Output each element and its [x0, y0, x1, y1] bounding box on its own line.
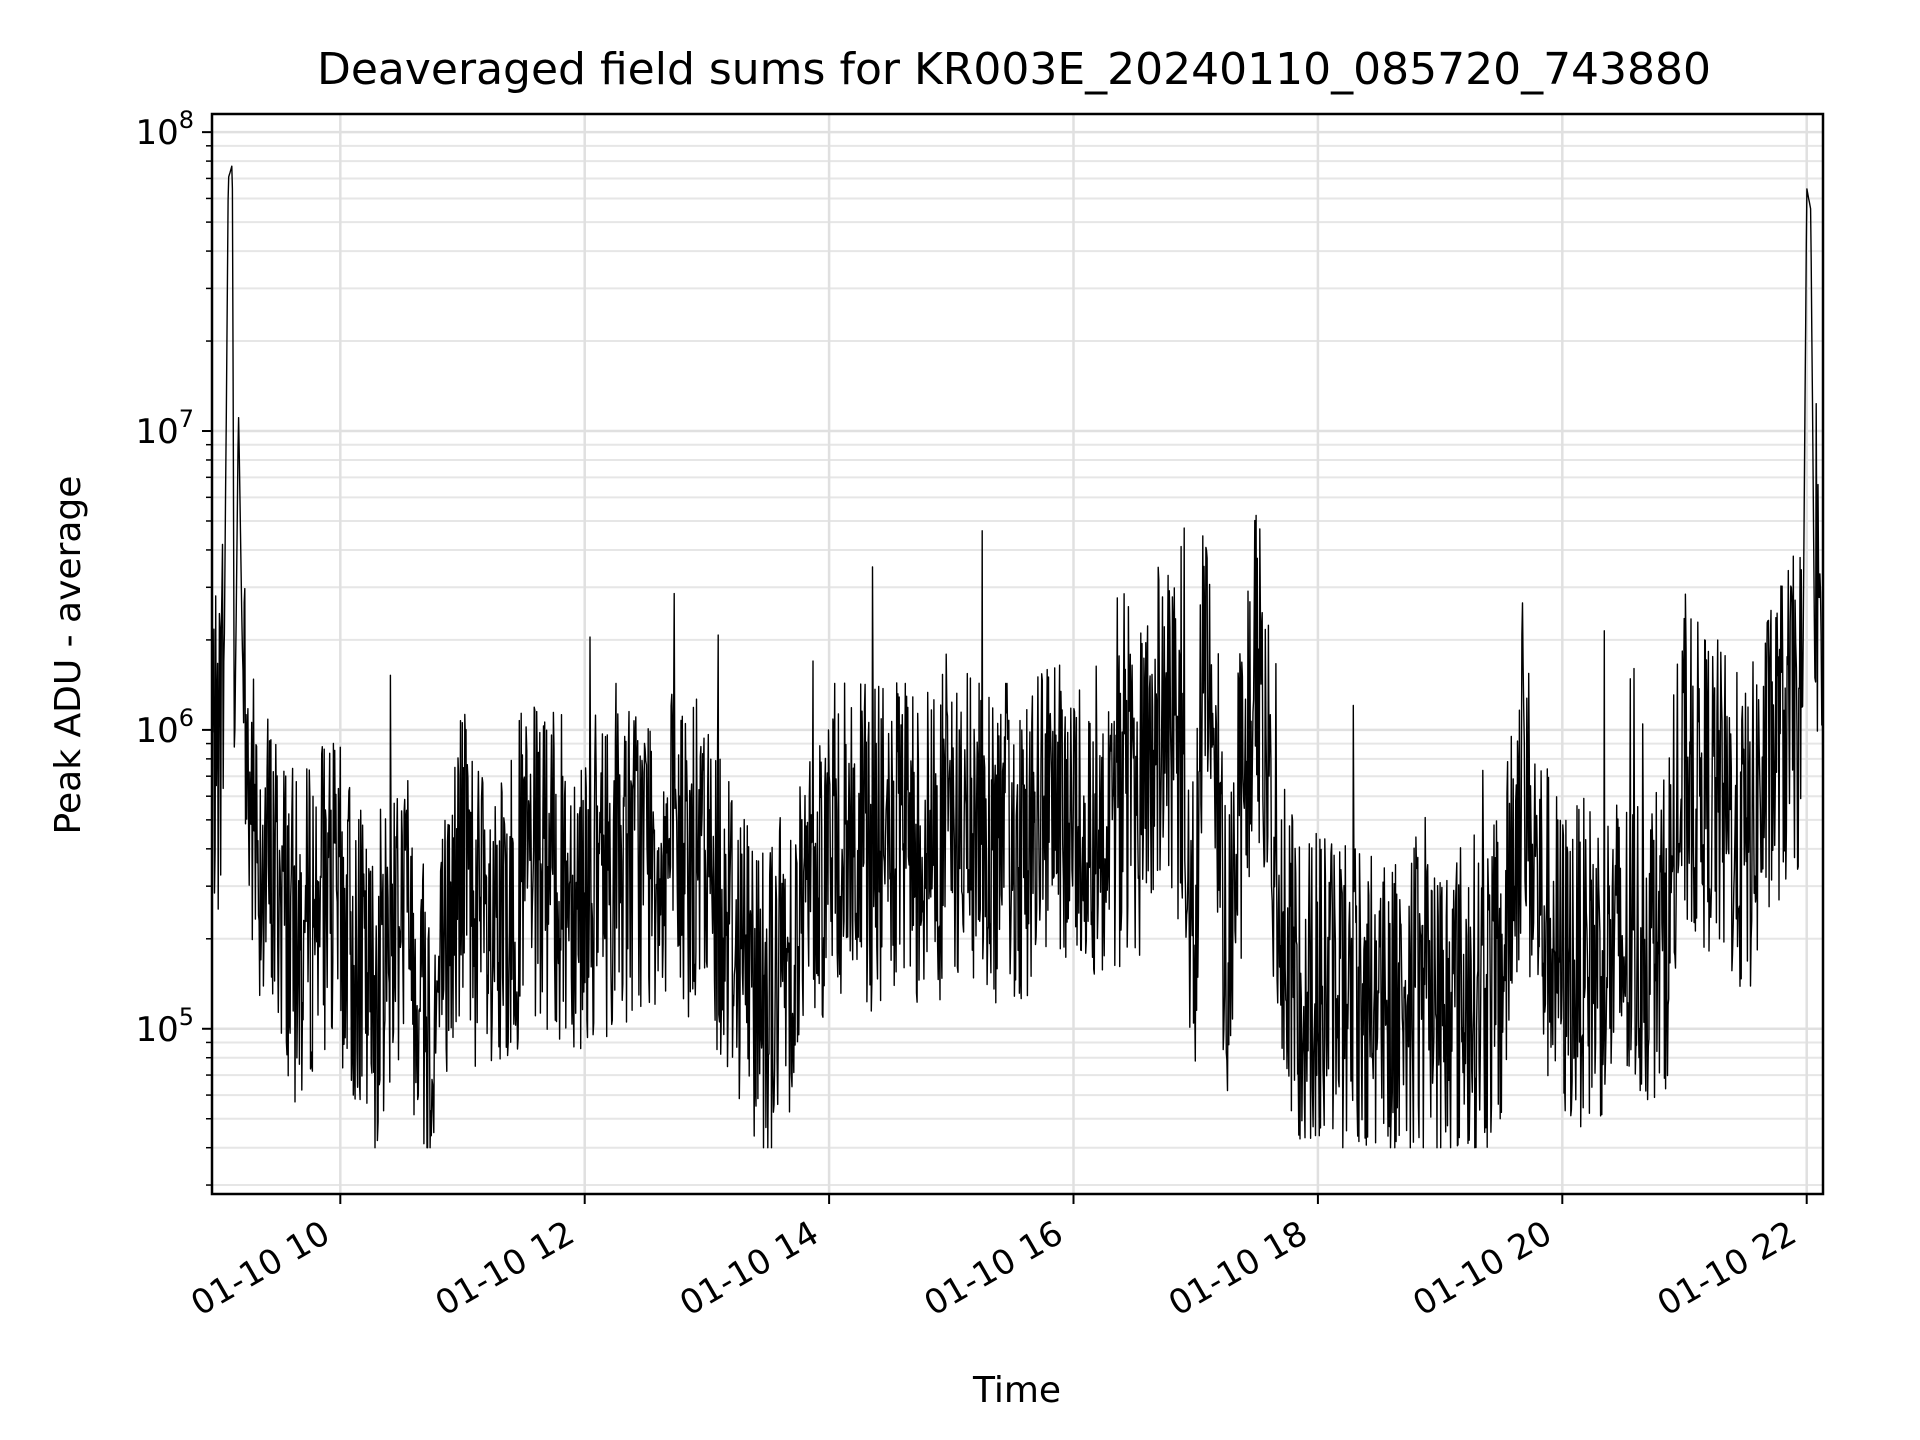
series-line	[211, 165, 1824, 1149]
plot-frame	[210, 112, 1825, 1196]
chart-title: Deaveraged field sums for KR003E_2024011…	[317, 44, 1711, 95]
x-axis-label: Time	[972, 1370, 1061, 1411]
y-tick-label: 108	[135, 106, 194, 153]
y-tick-label: 107	[135, 405, 194, 452]
y-tick-label: 105	[135, 1003, 194, 1050]
y-axis-label: Peak ADU - average	[48, 476, 89, 835]
series-path	[211, 165, 1824, 1149]
y-axis-ticks: 105 106 107 108	[135, 106, 212, 1050]
y-tick-label: 106	[135, 704, 194, 751]
